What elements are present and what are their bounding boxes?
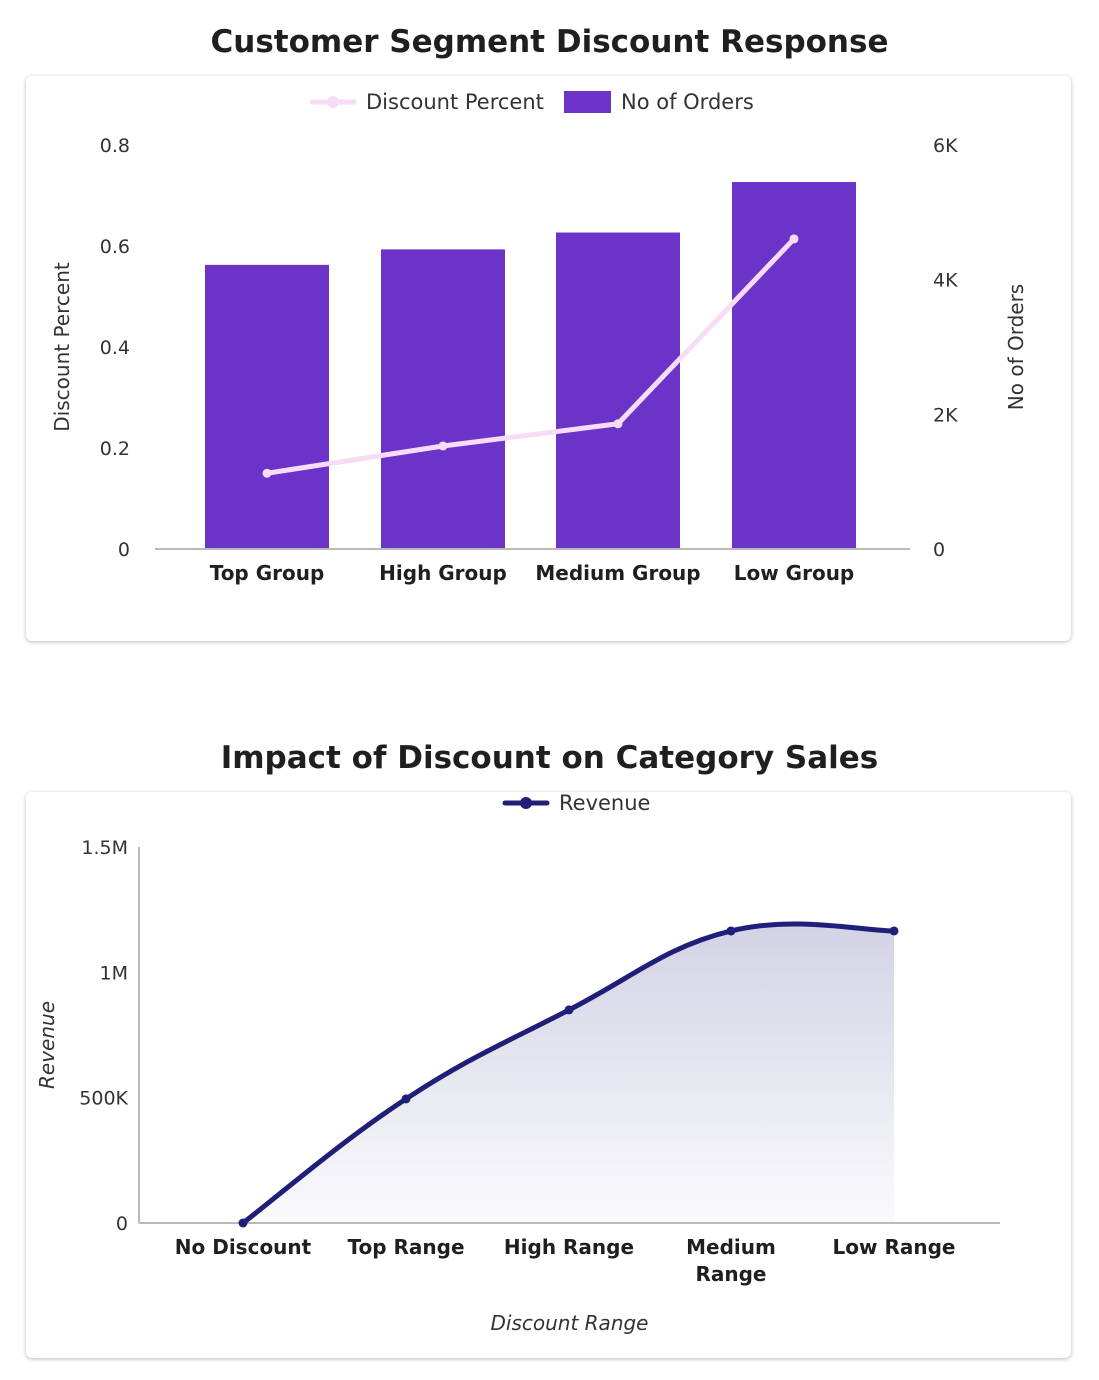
chart-card-segment: Discount Percent No of Orders 0 0.2 0.4 0.6 0.… xyxy=(26,76,1071,641)
legend: Discount Percent No of Orders xyxy=(309,90,754,114)
x-category-label: Low Group xyxy=(734,561,855,585)
line-discount-percent xyxy=(266,237,796,476)
point-discount-percent xyxy=(789,234,799,244)
y-right-tick-label: 2K xyxy=(933,404,958,426)
point-discount-percent xyxy=(613,419,623,429)
legend-label: Discount Percent xyxy=(366,90,544,114)
bar-no-of-orders xyxy=(381,249,505,549)
x-category-label: High Range xyxy=(504,1235,634,1259)
legend-label: No of Orders xyxy=(621,90,754,114)
bar-no-of-orders xyxy=(556,232,680,550)
x-category-label: No Discount xyxy=(175,1235,312,1259)
x-category-label: High Group xyxy=(379,561,507,585)
point-revenue xyxy=(889,926,899,936)
y-right-tick-label: 6K xyxy=(933,135,958,157)
y-tick-label: 500K xyxy=(79,1088,128,1110)
x-category-label: Top Group xyxy=(210,561,325,585)
point-revenue xyxy=(238,1218,248,1228)
y-tick-label: 1M xyxy=(100,962,128,984)
segment-chart: Discount Percent No of Orders 0 0.2 0.4 0.6 0.… xyxy=(50,90,1028,585)
point-discount-percent xyxy=(438,441,448,451)
y-left-tick-label: 0.4 xyxy=(100,337,130,359)
x-category-label: Top Range xyxy=(347,1235,464,1259)
legend-line-marker xyxy=(520,797,532,809)
y-tick-label: 1.5M xyxy=(81,837,128,859)
y-axis-title: Revenue xyxy=(35,1001,59,1089)
legend-label: Revenue xyxy=(559,792,650,815)
x-category-label: Medium Group xyxy=(535,561,700,585)
y-right-axis-title: No of Orders xyxy=(1004,284,1028,410)
area-revenue xyxy=(243,923,894,1223)
y-left-tick-label: 0.6 xyxy=(100,236,130,258)
y-left-tick-label: 0.8 xyxy=(100,135,130,157)
x-category-label: Low Range xyxy=(833,1235,956,1259)
y-right-tick-label: 0 xyxy=(933,539,945,561)
y-left-tick-label: 0 xyxy=(118,539,130,561)
legend-bar-swatch xyxy=(564,91,611,113)
legend-line-marker xyxy=(327,96,339,108)
chart-title: Customer Segment Discount Response xyxy=(210,24,889,60)
bar-no-of-orders xyxy=(205,264,329,549)
legend: Revenue xyxy=(502,792,650,815)
y-tick-label: 0 xyxy=(116,1213,128,1235)
chart-title: Impact of Discount on Category Sales xyxy=(220,740,879,776)
point-discount-percent xyxy=(262,468,272,478)
y-left-tick-label: 0.2 xyxy=(100,438,130,460)
revenue-chart: Revenue 0 500K 1M 1.5M Revenue Discount Range N… xyxy=(35,792,1000,1335)
chart-card-revenue: Revenue 0 500K 1M 1.5M Revenue Discount Range N… xyxy=(26,792,1071,1358)
y-right-tick-label: 4K xyxy=(933,270,958,292)
point-revenue xyxy=(401,1094,411,1104)
x-category-label: Medium Range xyxy=(686,1235,776,1286)
y-left-axis-title: Discount Percent xyxy=(50,262,74,432)
x-axis-title: Discount Range xyxy=(491,1311,649,1335)
point-revenue xyxy=(564,1005,574,1015)
point-revenue xyxy=(726,926,736,936)
